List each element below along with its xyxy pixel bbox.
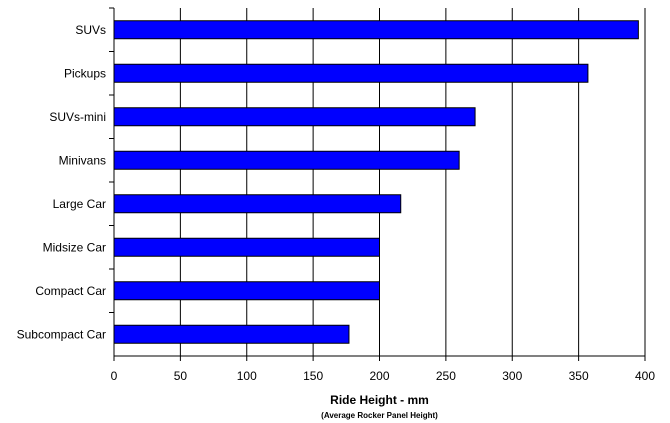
category-labels: SUVs Pickups SUVs-mini Minivans Large Car Mid… bbox=[17, 23, 106, 342]
bar-suvs-mini bbox=[113, 107, 476, 127]
bar-midsize-car bbox=[113, 237, 380, 257]
category-label: Midsize Car bbox=[43, 240, 106, 254]
category-label: SUVs bbox=[75, 23, 106, 37]
x-tick-labels: 0 50 100 150 200 250 300 350 400 bbox=[111, 369, 656, 383]
category-label: Pickups bbox=[64, 66, 106, 80]
bar-large-car bbox=[113, 194, 402, 214]
x-tick-label-50: 50 bbox=[174, 369, 188, 383]
x-tick-label-400: 400 bbox=[635, 369, 655, 383]
grid-lines bbox=[109, 7, 646, 361]
bar-pickups bbox=[113, 63, 589, 83]
bar-compact-car bbox=[113, 281, 380, 301]
category-label: SUVs-mini bbox=[49, 110, 106, 124]
category-label: Minivans bbox=[59, 153, 106, 167]
x-axis-title: Ride Height - mm bbox=[330, 393, 429, 407]
category-label: Subcompact Car bbox=[17, 327, 106, 341]
x-tick-label-250: 250 bbox=[436, 369, 456, 383]
x-tick-label-350: 350 bbox=[569, 369, 589, 383]
x-axis-subtitle: (Average Rocker Panel Height) bbox=[321, 411, 438, 420]
x-tick-label-300: 300 bbox=[502, 369, 522, 383]
bar-minivans bbox=[113, 150, 460, 170]
category-label: Compact Car bbox=[35, 284, 106, 298]
bar-subcompact-car bbox=[113, 324, 350, 344]
bars bbox=[113, 20, 639, 344]
x-tick-label-0: 0 bbox=[111, 369, 118, 383]
x-tick-label-100: 100 bbox=[237, 369, 257, 383]
x-tick-label-200: 200 bbox=[369, 369, 389, 383]
bar-suvs bbox=[113, 20, 639, 40]
x-tick-label-150: 150 bbox=[303, 369, 323, 383]
category-label: Large Car bbox=[53, 197, 106, 211]
